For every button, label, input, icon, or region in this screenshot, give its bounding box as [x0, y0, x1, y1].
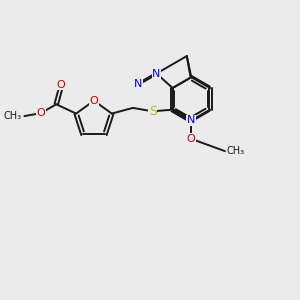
Text: O: O	[37, 108, 45, 118]
Text: N: N	[134, 79, 142, 89]
Text: CH₃: CH₃	[226, 146, 244, 156]
Text: CH₃: CH₃	[4, 111, 22, 121]
Text: O: O	[90, 96, 98, 106]
Text: N: N	[187, 116, 196, 125]
Text: O: O	[56, 80, 65, 90]
Text: O: O	[186, 134, 195, 144]
Text: N: N	[152, 68, 161, 79]
Text: S: S	[148, 105, 157, 118]
